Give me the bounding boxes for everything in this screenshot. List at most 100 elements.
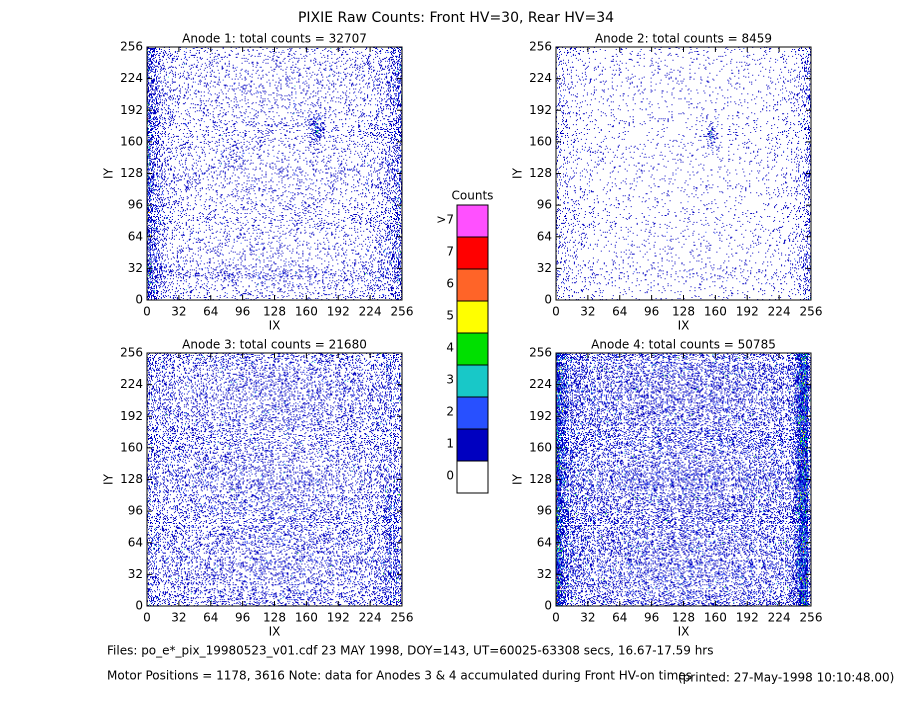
x-tick-label: 64 [612,305,627,319]
panel-title: Anode 4: total counts = 50785 [591,338,776,352]
colorbar-label: 1 [446,437,454,451]
y-tick-label: 192 [120,103,143,117]
y-tick-label: 96 [128,504,143,518]
colorbar-swatch [456,300,489,334]
x-tick-label: 32 [171,305,186,319]
panel-title: Anode 1: total counts = 32707 [182,32,367,46]
y-tick-label: 224 [529,71,552,85]
x-tick-label: 128 [672,305,695,319]
pixel-texture [147,47,402,300]
y-tick-label: 128 [120,166,143,180]
y-tick-label: 0 [135,599,143,613]
y-tick-label: 32 [128,261,143,275]
y-tick-label: 224 [120,71,143,85]
y-tick-label: 192 [529,409,552,423]
y-tick-label: 256 [529,346,552,360]
colorbar-title: Counts [452,189,494,203]
y-tick-label: 64 [537,535,552,549]
pixel-texture [556,353,811,606]
x-tick-label: 224 [768,611,791,625]
colorbar-swatch [456,396,489,430]
y-tick-label: 96 [128,198,143,212]
y-tick-label: 64 [128,229,143,243]
colorbar-label: 7 [446,245,454,259]
y-axis-label: IY [511,167,525,179]
colorbar-label: 4 [446,341,454,355]
colorbar-swatch [456,204,489,238]
x-tick-label: 96 [235,611,250,625]
pixel-texture [147,353,402,606]
y-tick-label: 256 [529,40,552,54]
y-tick-label: 128 [529,166,552,180]
x-tick-label: 160 [295,611,318,625]
colorbar-label: 6 [446,277,454,291]
x-tick-label: 256 [800,611,823,625]
y-axis-label: IY [511,473,525,485]
x-tick-label: 224 [768,305,791,319]
x-tick-label: 224 [359,611,382,625]
colorbar-label: 5 [446,309,454,323]
x-tick-label: 0 [143,611,151,625]
x-tick-label: 32 [580,305,595,319]
y-tick-label: 160 [120,134,143,148]
y-tick-label: 0 [544,293,552,307]
x-tick-label: 128 [263,305,286,319]
y-tick-label: 96 [537,198,552,212]
x-tick-label: 96 [644,305,659,319]
x-tick-label: 128 [263,611,286,625]
y-tick-label: 256 [120,346,143,360]
y-tick-label: 256 [120,40,143,54]
footer-files: Files: po_e*_pix_19980523_v01.cdf 23 MAY… [107,644,714,658]
colorbar-swatch [456,236,489,270]
pixel-texture [556,47,811,300]
y-tick-label: 64 [537,229,552,243]
x-tick-label: 32 [171,611,186,625]
x-tick-label: 192 [327,305,350,319]
y-tick-label: 32 [537,261,552,275]
x-axis-label: IX [269,319,281,333]
colorbar-swatch [456,332,489,366]
colorbar-swatch [456,268,489,302]
x-tick-label: 256 [391,611,414,625]
x-tick-label: 192 [736,305,759,319]
footer-motor: Motor Positions = 1178, 3616 Note: data … [107,669,692,683]
panel-title: Anode 2: total counts = 8459 [595,32,772,46]
pixel-texture [710,52,811,300]
y-tick-label: 224 [120,377,143,391]
x-tick-label: 0 [143,305,151,319]
panel-title: Anode 3: total counts = 21680 [182,338,367,352]
pixel-texture [149,212,150,213]
footer-printed: (printed: 27-May-1998 10:10:48.00) [678,671,894,685]
x-tick-label: 256 [800,305,823,319]
pixel-texture [396,547,397,549]
page-title: PIXIE Raw Counts: Front HV=30, Rear HV=3… [298,10,614,26]
colorbar-swatch [456,364,489,398]
x-tick-label: 160 [704,305,727,319]
y-tick-label: 224 [529,377,552,391]
y-tick-label: 32 [537,567,552,581]
y-tick-label: 0 [135,293,143,307]
colorbar-label: 0 [446,469,454,483]
x-tick-label: 160 [295,305,318,319]
x-tick-label: 64 [612,611,627,625]
x-tick-label: 128 [672,611,695,625]
x-tick-label: 224 [359,305,382,319]
pixel-texture [556,353,811,606]
y-axis-label: IY [102,167,116,179]
x-tick-label: 96 [235,305,250,319]
x-tick-label: 64 [203,305,218,319]
pixel-texture [710,130,712,131]
x-tick-label: 256 [391,305,414,319]
colorbar-label: 3 [446,373,454,387]
y-tick-label: 0 [544,599,552,613]
x-axis-label: IX [678,625,690,639]
colorbar-swatch [456,428,489,462]
x-axis-label: IX [269,625,281,639]
y-tick-label: 64 [128,535,143,549]
colorbar-swatch [456,460,489,494]
x-tick-label: 192 [327,611,350,625]
colorbar-label: >7 [436,213,454,227]
y-tick-label: 192 [529,103,552,117]
x-axis-label: IX [678,319,690,333]
y-tick-label: 160 [529,440,552,454]
